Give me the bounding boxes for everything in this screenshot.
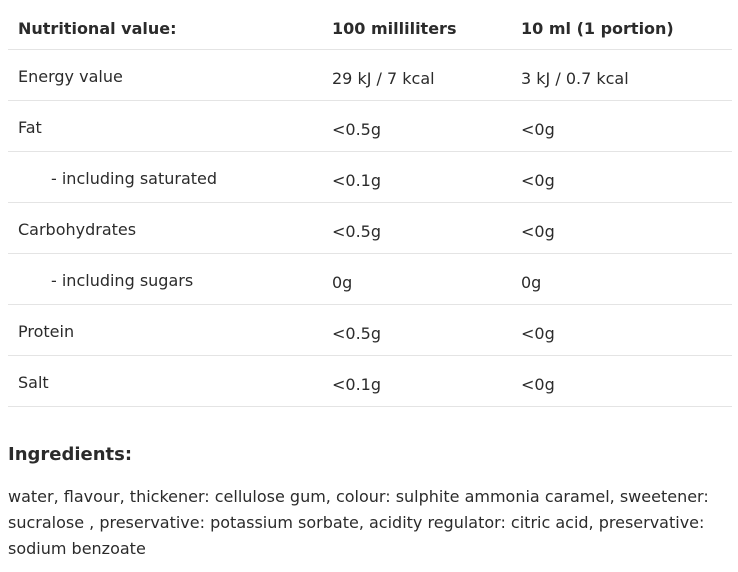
row-per-portion: <0g xyxy=(521,324,555,343)
row-per-portion: 0g xyxy=(521,273,542,292)
table-row: Fat <0.5g <0g xyxy=(8,101,732,152)
row-name: - including sugars xyxy=(51,271,194,290)
table-row: - including saturated <0.1g <0g xyxy=(8,152,732,203)
table-row: Salt <0.1g <0g xyxy=(8,356,732,407)
table-row: Protein <0.5g <0g xyxy=(8,305,732,356)
row-per-portion: <0g xyxy=(521,222,555,241)
row-per-100ml: <0.1g xyxy=(332,171,382,190)
row-per-portion: <0g xyxy=(521,171,555,190)
header-per-100ml: 100 milliliters xyxy=(332,19,457,38)
row-per-100ml: 0g xyxy=(332,273,353,292)
table-header-row: Nutritional value: 100 milliliters 10 ml… xyxy=(8,0,732,50)
ingredients-title: Ingredients: xyxy=(8,444,133,465)
row-per-100ml: <0.1g xyxy=(332,375,382,394)
row-per-100ml: 29 kJ / 7 kcal xyxy=(332,69,435,88)
row-name: Carbohydrates xyxy=(18,220,137,239)
table-row: Carbohydrates <0.5g <0g xyxy=(8,203,732,254)
header-per-portion: 10 ml (1 portion) xyxy=(521,19,674,38)
row-per-portion: 3 kJ / 0.7 kcal xyxy=(521,69,629,88)
row-name: Protein xyxy=(18,322,75,341)
row-name: Salt xyxy=(18,373,49,392)
row-per-100ml: <0.5g xyxy=(332,222,382,241)
row-name: Fat xyxy=(18,118,42,137)
nutrition-table: Nutritional value: 100 milliliters 10 ml… xyxy=(8,0,732,407)
header-nutritional-value: Nutritional value: xyxy=(18,19,177,38)
row-per-100ml: <0.5g xyxy=(332,120,382,139)
row-name: Energy value xyxy=(18,67,123,86)
row-name: - including saturated xyxy=(51,169,218,188)
row-per-portion: <0g xyxy=(521,120,555,139)
table-row: Energy value 29 kJ / 7 kcal 3 kJ / 0.7 k… xyxy=(8,50,732,101)
table-row: - including sugars 0g 0g xyxy=(8,254,732,305)
row-per-portion: <0g xyxy=(521,375,555,394)
row-per-100ml: <0.5g xyxy=(332,324,382,343)
ingredients-text: water, flavour, thickener: cellulose gum… xyxy=(8,487,709,558)
